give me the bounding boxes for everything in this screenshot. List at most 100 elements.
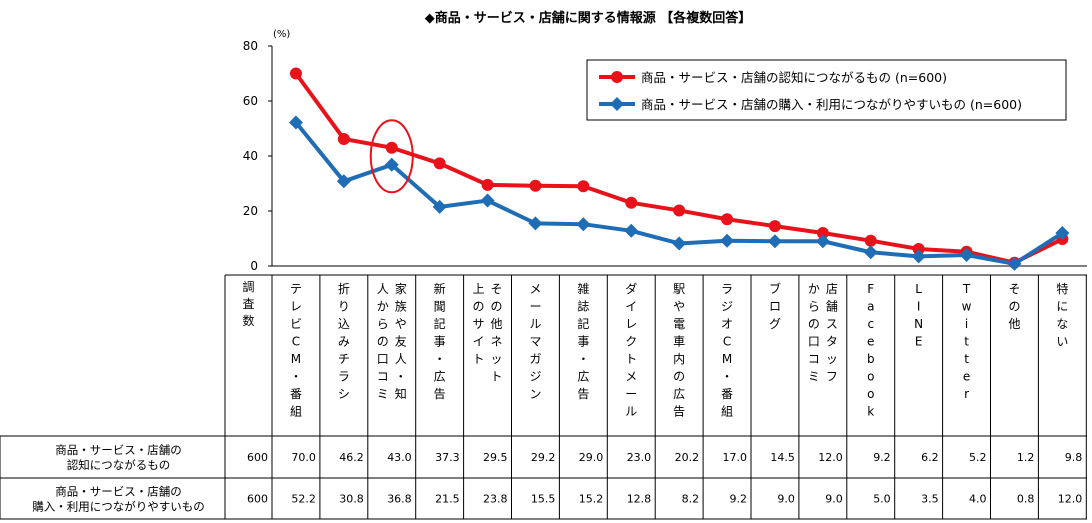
data-label: 6.2 [921,451,939,464]
row-n-value: 600 [247,493,268,506]
series-1-point [673,204,686,217]
category-label: 新聞記事・広告 [434,281,446,401]
series-2-point [672,236,687,251]
series-2-point [767,234,782,249]
data-label: 9.2 [873,451,891,464]
data-label: 5.2 [969,451,987,464]
row-label-1: 商品・サービス・店舗の認知につながるもの [55,443,182,472]
series-2-point [624,223,639,238]
series-2-point [336,174,351,189]
series-1-point [816,227,829,239]
series-2-point [815,234,830,249]
category-label: その他ネット上のサイト [473,282,503,384]
data-label: 20.2 [675,451,700,464]
data-label: 21.5 [435,493,460,506]
data-label: 37.3 [435,451,460,464]
category-label: ダイレクトメール [625,281,637,419]
legend-box [586,59,1067,121]
data-label: 46.2 [339,451,364,464]
data-label: 5.0 [873,493,891,506]
series-1-point [433,157,446,170]
series-1-point [864,234,877,247]
category-label: ラジオ C M ・番組 [721,282,733,419]
category-label: 特にない [1056,281,1068,349]
y-tick-label: 80 [243,39,258,53]
y-tick-label: 20 [243,204,258,218]
data-label: 29.5 [483,451,508,464]
data-label: 9.8 [1065,451,1083,464]
chart-title: ◆商品・サービス・店舗に関する情報源 【各複数回答】 [425,10,752,26]
series-1-point [289,67,302,80]
data-label: 70.0 [291,451,316,464]
data-label: 12.0 [818,451,843,464]
series-2-point [288,115,303,130]
data-label: 3.5 [921,493,939,506]
category-label: その他 [1008,282,1020,331]
legend-entry-1: 商品・サービス・店舗の認知につながるもの (n=600) [641,70,947,85]
highlight-ellipse [369,119,414,194]
data-label: 9.0 [825,493,843,506]
series-2-point [384,157,399,172]
row-label-2: 商品・サービス・店舗の購入・利用につながりやすいもの [32,485,205,514]
series-2-point [863,245,878,260]
series-1-point [912,242,925,255]
series-1-point [625,196,638,209]
legend-entry-2: 商品・サービス・店舗の購入・利用につながりやすいもの (n=600) [641,97,1022,112]
series-2-point [720,233,735,248]
y-axis-unit: (%) [273,29,290,40]
series-2-point [1007,256,1022,271]
data-label: 29.2 [531,451,556,464]
series-1-point [577,180,590,193]
data-table: 調査数 テレビ C M ・番組 折り込みチラシ 家族や友人・知人からの口コミ 新聞記事・広告 そ… [0,274,1087,520]
series-2-point [480,193,495,208]
legend: 商品・サービス・店舗の認知につながるもの (n=600) 商品・サービス・店舗の購… [586,59,1067,121]
category-label: 折り込みチラシ [338,281,350,401]
series-layer [288,67,1070,271]
data-label: 23.0 [627,451,652,464]
y-tick-label: 0 [250,259,258,273]
data-label: 12.8 [627,493,652,506]
series-1-point [337,132,350,145]
plot-area: 0 20 40 60 80 [243,39,1087,273]
category-label: 雑誌記事・広告 [577,281,589,401]
data-label: 0.8 [1017,493,1035,506]
series-2-point [432,199,447,214]
data-label: 52.2 [291,493,316,506]
category-label: 家族や友人・知人からの口コミ [377,281,407,401]
series-1-point [529,179,542,192]
data-label: 29.0 [579,451,604,464]
series-1-point [385,141,398,154]
data-label: 15.2 [579,493,604,506]
data-label: 12.0 [1058,493,1083,506]
table-header-n: 調査数 [242,280,254,328]
legend-swatch-marker [611,71,623,83]
data-label: 15.5 [531,493,556,506]
category-label: 駅や電車内の広告 [673,282,685,419]
category-label: メールマガジン [529,282,541,401]
row-n-value: 600 [247,451,268,464]
series-2-point [959,248,974,262]
data-label: 4.0 [969,493,987,506]
series-2-point [576,217,591,232]
y-tick-label: 60 [243,94,258,108]
series-1-point [768,220,781,233]
data-label: 17.0 [723,451,748,464]
y-tick-label: 40 [243,149,258,163]
category-label: 店舗スタッフからの口コミ [808,282,838,384]
data-label: 30.8 [339,493,364,506]
category-label: テレビ C M ・番組 [290,282,302,419]
series-2-point [528,216,543,231]
data-label: 1.2 [1017,451,1035,464]
data-label: 9.2 [730,493,748,506]
data-label: 9.0 [777,493,795,506]
series-2-point [911,249,926,264]
series-1-point [721,213,734,226]
category-label: ブログ [769,281,781,331]
series-2-point [1055,226,1070,240]
series-1-point [481,178,494,191]
data-label: 8.2 [682,493,700,506]
